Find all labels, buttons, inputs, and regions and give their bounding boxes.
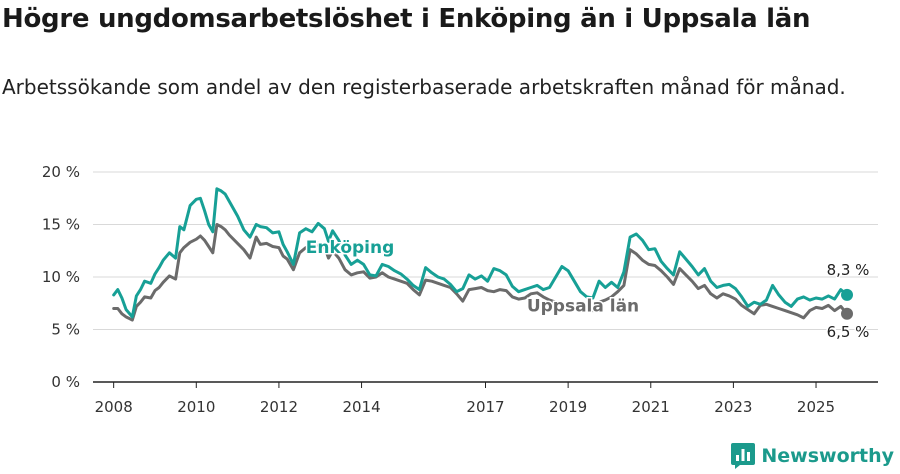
uppsala-end-value: 6,5 %: [827, 323, 870, 341]
enkoping-end-marker: [841, 288, 854, 301]
x-tick-label: 2025: [797, 398, 835, 416]
enkoping-line: [112, 187, 849, 319]
chart-subtitle: Arbetssökande som andel av den registerb…: [2, 75, 846, 99]
enkoping-end-value: 8,3 %: [827, 261, 870, 279]
y-gridlines: [93, 171, 878, 330]
x-tick-label: 2019: [549, 398, 587, 416]
newsworthy-logo-icon: [731, 443, 756, 469]
x-tick-label: 2010: [177, 398, 215, 416]
y-tick-label: 15 %: [42, 216, 80, 234]
series-labels: Enköping Uppsala län 8,3 % 6,5 %: [304, 236, 871, 342]
x-tick-label: 2014: [342, 398, 380, 416]
y-tick-label: 5 %: [51, 321, 80, 339]
series-lines: [112, 187, 854, 322]
chart-title: Högre ungdomsarbetslöshet i Enköping än …: [2, 4, 811, 34]
y-tick-label: 0 %: [51, 373, 80, 391]
x-tick-label: 2012: [260, 398, 298, 416]
newsworthy-brand: Newsworthy: [731, 443, 894, 469]
x-tick-label: 2008: [95, 398, 133, 416]
x-tick-label: 2023: [714, 398, 752, 416]
uppsala-line: [112, 223, 849, 322]
brand-name: Newsworthy: [761, 445, 894, 467]
y-axis: 0 % 5 % 10 % 15 % 20 %: [42, 163, 80, 391]
uppsala-series-label: Uppsala län: [527, 297, 639, 317]
uppsala-end-marker: [841, 307, 854, 320]
x-tick-label: 2017: [466, 398, 504, 416]
enkoping-series-label: Enköping: [306, 238, 395, 258]
x-tick-label: 2021: [632, 398, 670, 416]
x-axis: 2008 2010 2012 2014 2017 2019 2021 2023 2025: [93, 381, 878, 416]
y-tick-label: 20 %: [42, 163, 80, 181]
y-tick-label: 10 %: [42, 268, 80, 286]
